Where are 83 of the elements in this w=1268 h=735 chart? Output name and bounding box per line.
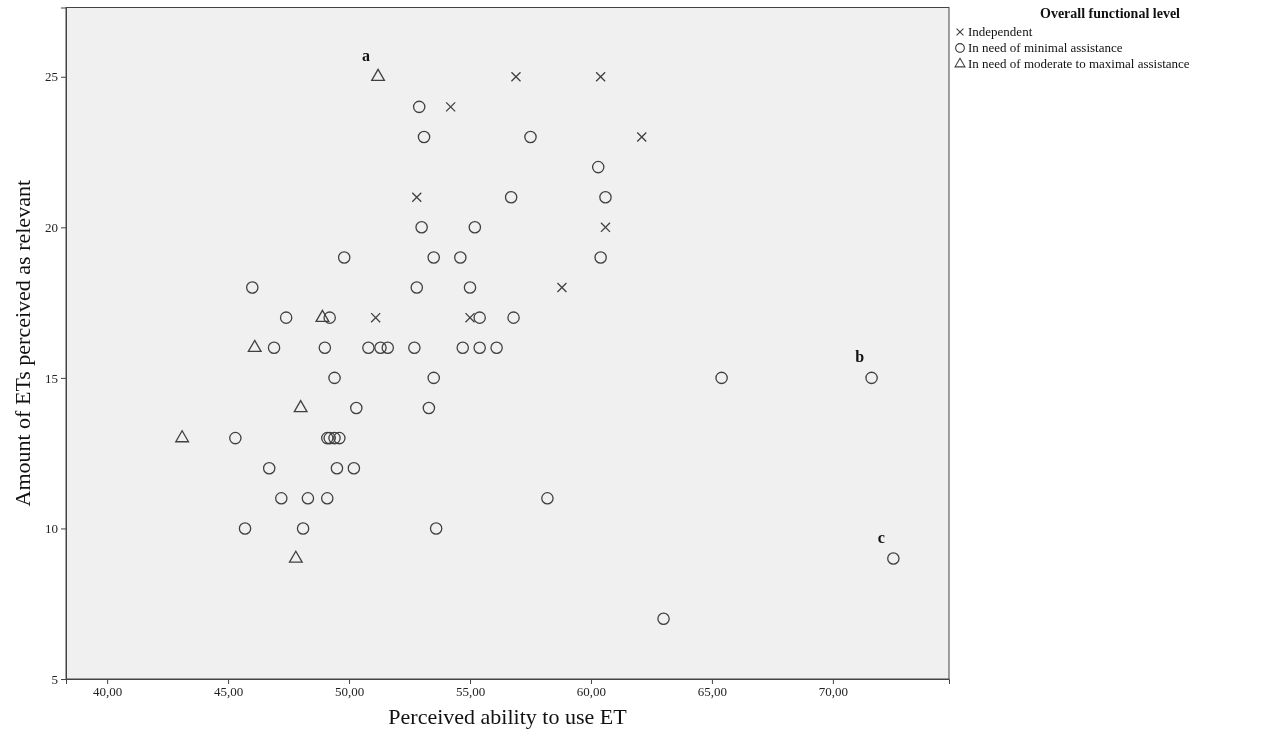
- point: [320, 492, 334, 505]
- point: [330, 461, 344, 475]
- point: [175, 430, 190, 443]
- legend-title: Overall functional level: [1040, 6, 1181, 21]
- point: [715, 371, 728, 385]
- point: [429, 522, 443, 535]
- point: [245, 281, 259, 294]
- point: [504, 190, 518, 204]
- point: [293, 400, 308, 413]
- legend-label: In need of moderate to maximal assistance: [968, 56, 1190, 71]
- point: [318, 341, 332, 355]
- point: [362, 341, 375, 355]
- annotation: a: [362, 46, 371, 64]
- point: [591, 160, 605, 174]
- point: [445, 101, 456, 113]
- y-tick-label: 15: [45, 370, 58, 386]
- point: [541, 492, 554, 505]
- point: [887, 552, 900, 565]
- x-tick-label: 45,00: [213, 684, 244, 700]
- point: [323, 311, 336, 324]
- point: [490, 341, 503, 355]
- point: [594, 251, 607, 264]
- x-tick-label: 60,00: [576, 684, 607, 700]
- point: [510, 71, 522, 82]
- point: [238, 522, 252, 535]
- point: [247, 339, 262, 353]
- point: [333, 431, 346, 445]
- x-tick-label: 70,00: [818, 684, 848, 700]
- y-tick-label: 10: [45, 521, 58, 537]
- point: [229, 431, 242, 445]
- point: [427, 371, 441, 385]
- y-tick-label: 20: [45, 219, 58, 235]
- point: [524, 130, 537, 144]
- y-tick-label: 5: [51, 671, 58, 687]
- point: [657, 612, 670, 626]
- point: [350, 401, 363, 415]
- point: [468, 221, 482, 234]
- y-axis-title: Amount of ETs perceived as relevant: [10, 179, 35, 507]
- point: [347, 461, 361, 475]
- y-tick-label: 25: [45, 69, 58, 85]
- point: [600, 222, 611, 233]
- point: [411, 192, 422, 203]
- point: [328, 371, 341, 385]
- point: [599, 190, 612, 204]
- annotation: b: [855, 347, 865, 365]
- point: [328, 431, 341, 445]
- point: [464, 312, 476, 323]
- legend-label: In need of minimal assistance: [968, 40, 1123, 55]
- point: [296, 522, 310, 535]
- annotation: c: [877, 528, 885, 546]
- legend-label: Independent: [968, 24, 1033, 39]
- point: [301, 492, 315, 505]
- point: [595, 71, 606, 82]
- point: [410, 281, 424, 294]
- x-tick-label: 40,00: [93, 684, 123, 700]
- point: [556, 282, 568, 293]
- x-tick-label: 65,00: [697, 684, 728, 700]
- point: [267, 341, 281, 355]
- point: [427, 251, 441, 264]
- point: [370, 312, 381, 323]
- point: [279, 311, 293, 324]
- point: [865, 371, 878, 385]
- x-tick-label: 50,00: [334, 684, 365, 700]
- point: [454, 251, 467, 264]
- point: [473, 311, 486, 324]
- x-axis-title: Perceived ability to use ET: [388, 704, 628, 729]
- x-tick-label: 55,00: [455, 684, 486, 700]
- point: [636, 131, 647, 143]
- point: [408, 341, 421, 355]
- point: [337, 251, 351, 264]
- point: [417, 130, 431, 144]
- point: [262, 461, 276, 475]
- point: [412, 100, 426, 114]
- point: [422, 401, 436, 415]
- point: [507, 311, 520, 324]
- point: [463, 281, 477, 294]
- point: [415, 221, 428, 234]
- point: [371, 68, 386, 82]
- point: [275, 492, 288, 505]
- point: [381, 341, 395, 355]
- point: [374, 341, 387, 355]
- point: [456, 341, 470, 355]
- point: [473, 341, 486, 355]
